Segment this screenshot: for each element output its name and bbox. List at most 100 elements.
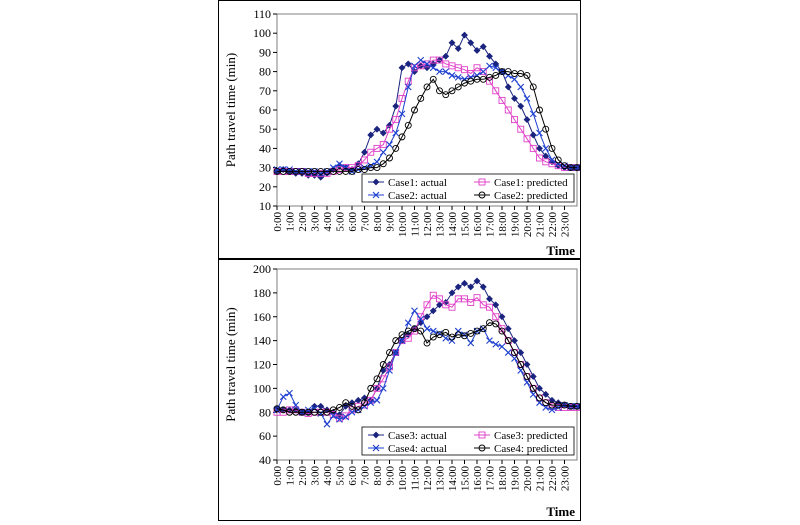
data-point — [548, 156, 556, 164]
data-point — [436, 68, 443, 75]
data-point — [373, 396, 381, 404]
data-point — [292, 401, 300, 409]
data-point — [442, 68, 450, 75]
data-point — [404, 334, 412, 342]
data-point — [411, 62, 418, 70]
data-point — [523, 71, 531, 79]
data-point — [448, 87, 456, 95]
x-axis-title: Time — [546, 504, 575, 519]
data-point — [517, 361, 525, 368]
x-tick-label: 5:00 — [335, 212, 347, 232]
data-point — [529, 384, 537, 392]
x-tick-label: 15:00 — [460, 212, 472, 238]
y-tick-label: 10 — [259, 199, 271, 213]
data-point — [404, 327, 412, 335]
x-tick-label: 12:00 — [422, 212, 434, 238]
data-point — [454, 73, 462, 81]
data-point — [561, 401, 568, 409]
x-tick-label: 8:00 — [372, 212, 384, 232]
data-point — [542, 399, 550, 407]
y-tick-label: 60 — [259, 103, 271, 117]
data-point — [373, 375, 381, 383]
series-3 — [273, 307, 581, 428]
data-point — [479, 43, 487, 51]
data-point — [336, 404, 343, 411]
data-point — [279, 393, 287, 401]
legend-marker — [372, 431, 380, 439]
data-point — [473, 327, 481, 335]
data-point — [348, 399, 356, 407]
data-point — [498, 313, 506, 321]
x-tick-label: 19:00 — [510, 466, 522, 492]
data-point — [367, 384, 375, 392]
legend-label: Case2: actual — [388, 190, 447, 202]
data-point — [342, 399, 350, 407]
data-point — [454, 283, 462, 291]
data-point — [429, 307, 437, 315]
data-point — [529, 83, 537, 91]
data-point — [404, 319, 412, 327]
data-point — [461, 79, 468, 87]
x-tick-label: 4:00 — [322, 212, 334, 232]
data-point — [542, 145, 550, 152]
data-point — [492, 320, 500, 328]
data-point — [392, 116, 400, 124]
data-point — [523, 135, 531, 143]
y-tick-label: 100 — [253, 381, 271, 395]
data-point — [317, 410, 325, 417]
data-point — [467, 77, 475, 85]
data-point — [523, 361, 531, 368]
y-tick-label: 30 — [259, 161, 271, 175]
data-point — [498, 327, 506, 335]
chart-panel-top: 10 20 30 40 50 60 70 80 90 100 110 0:00 1:00 2:00 3:00… — [218, 0, 581, 259]
data-point — [361, 399, 368, 407]
data-point — [517, 102, 525, 110]
data-point — [536, 394, 543, 402]
y-tick-label: 80 — [259, 65, 271, 79]
data-point — [492, 301, 500, 309]
data-point — [379, 129, 387, 137]
data-point — [411, 325, 418, 333]
data-point — [523, 95, 531, 102]
data-point — [536, 106, 543, 114]
legend-label: Case3: predicted — [494, 430, 568, 442]
data-point — [442, 328, 450, 336]
x-tick-label: 18:00 — [497, 466, 509, 492]
x-tick-label: 1:00 — [285, 466, 297, 486]
data-point — [467, 339, 475, 347]
data-point — [486, 73, 493, 81]
data-point — [492, 340, 500, 348]
x-tick-label: 18:00 — [497, 212, 509, 238]
x-tick-label: 13:00 — [435, 466, 447, 492]
y-tick-label: 40 — [259, 141, 271, 155]
legend-item: Case2: actual — [368, 190, 447, 202]
data-point — [442, 91, 450, 99]
data-point — [423, 60, 431, 68]
data-point — [486, 77, 493, 85]
y-tick-label: 180 — [253, 286, 271, 300]
data-point — [354, 406, 362, 414]
legend-item: Case3: predicted — [474, 430, 568, 442]
data-point — [348, 167, 356, 175]
x-tick-label: 20:00 — [522, 212, 534, 238]
data-point — [523, 116, 531, 124]
chart-top: 10 20 30 40 50 60 70 80 90 100 110 0:00 1:00 2:00 3:00… — [223, 7, 581, 258]
legend-box — [361, 426, 575, 456]
y-tick-label: 20 — [259, 180, 271, 194]
data-point — [404, 83, 412, 91]
data-point — [429, 64, 437, 72]
data-point — [536, 129, 543, 137]
data-point — [404, 60, 412, 68]
data-point — [423, 325, 431, 333]
data-point — [423, 301, 431, 309]
x-axis-title: Time — [546, 243, 575, 258]
series-4 — [273, 319, 581, 416]
data-point — [329, 412, 337, 420]
y-tick-label: 120 — [253, 358, 271, 372]
data-point — [536, 154, 543, 162]
data-point — [536, 384, 543, 392]
data-point — [448, 289, 456, 297]
data-point — [511, 95, 518, 102]
legend-item: Case3: actual — [368, 430, 447, 442]
data-point — [473, 294, 481, 302]
